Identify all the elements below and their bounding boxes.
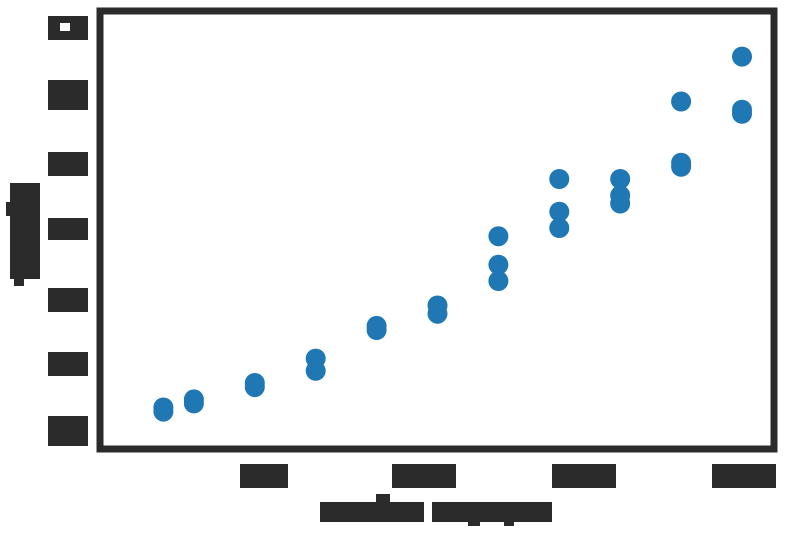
y-tick-block [48,80,88,110]
scatter-point [153,397,174,418]
y-tick-block [48,218,88,240]
scatter-point [183,389,204,410]
x-tick-block [712,464,776,488]
y-axis-label-block-part [6,202,18,216]
x-label-block [320,494,552,526]
x-axis-label-block-part [376,494,390,504]
scatter-point [366,315,387,336]
x-axis-label-block [432,502,552,522]
scatter-point [549,218,570,238]
x-axis-label-block-part [468,516,480,526]
x-tick-block [240,464,288,488]
scatter-point [427,295,448,316]
scatter-point [488,254,509,275]
scatter-point [244,373,265,393]
y-label-block [6,183,40,286]
y-tick-block-gap [60,23,70,31]
x-tick-blocks [240,464,776,488]
scatter-point [488,226,509,247]
x-tick-block [552,464,616,488]
scatter-point [671,91,692,112]
x-axis-label-block [320,502,424,522]
y-tick-block [48,288,88,312]
y-axis-label-block-part [14,268,24,286]
scatter-point [549,169,570,189]
scatter-point [488,271,509,291]
y-axis-label-block [10,183,40,279]
plot-frame [96,7,778,453]
scatter-point [305,348,326,369]
scatter-point [549,201,570,222]
y-tick-block [48,416,88,446]
scatter-point [671,152,692,173]
y-tick-block [48,352,88,376]
scatter-point [610,169,631,189]
scatter-point [610,185,631,206]
y-tick-block [48,152,88,176]
points-layer [153,46,752,422]
y-tick-blocks [48,16,88,446]
scatter-point [732,46,752,67]
x-axis-label-block-part [504,516,514,526]
x-tick-block [392,464,456,488]
scatter-point [732,99,752,120]
